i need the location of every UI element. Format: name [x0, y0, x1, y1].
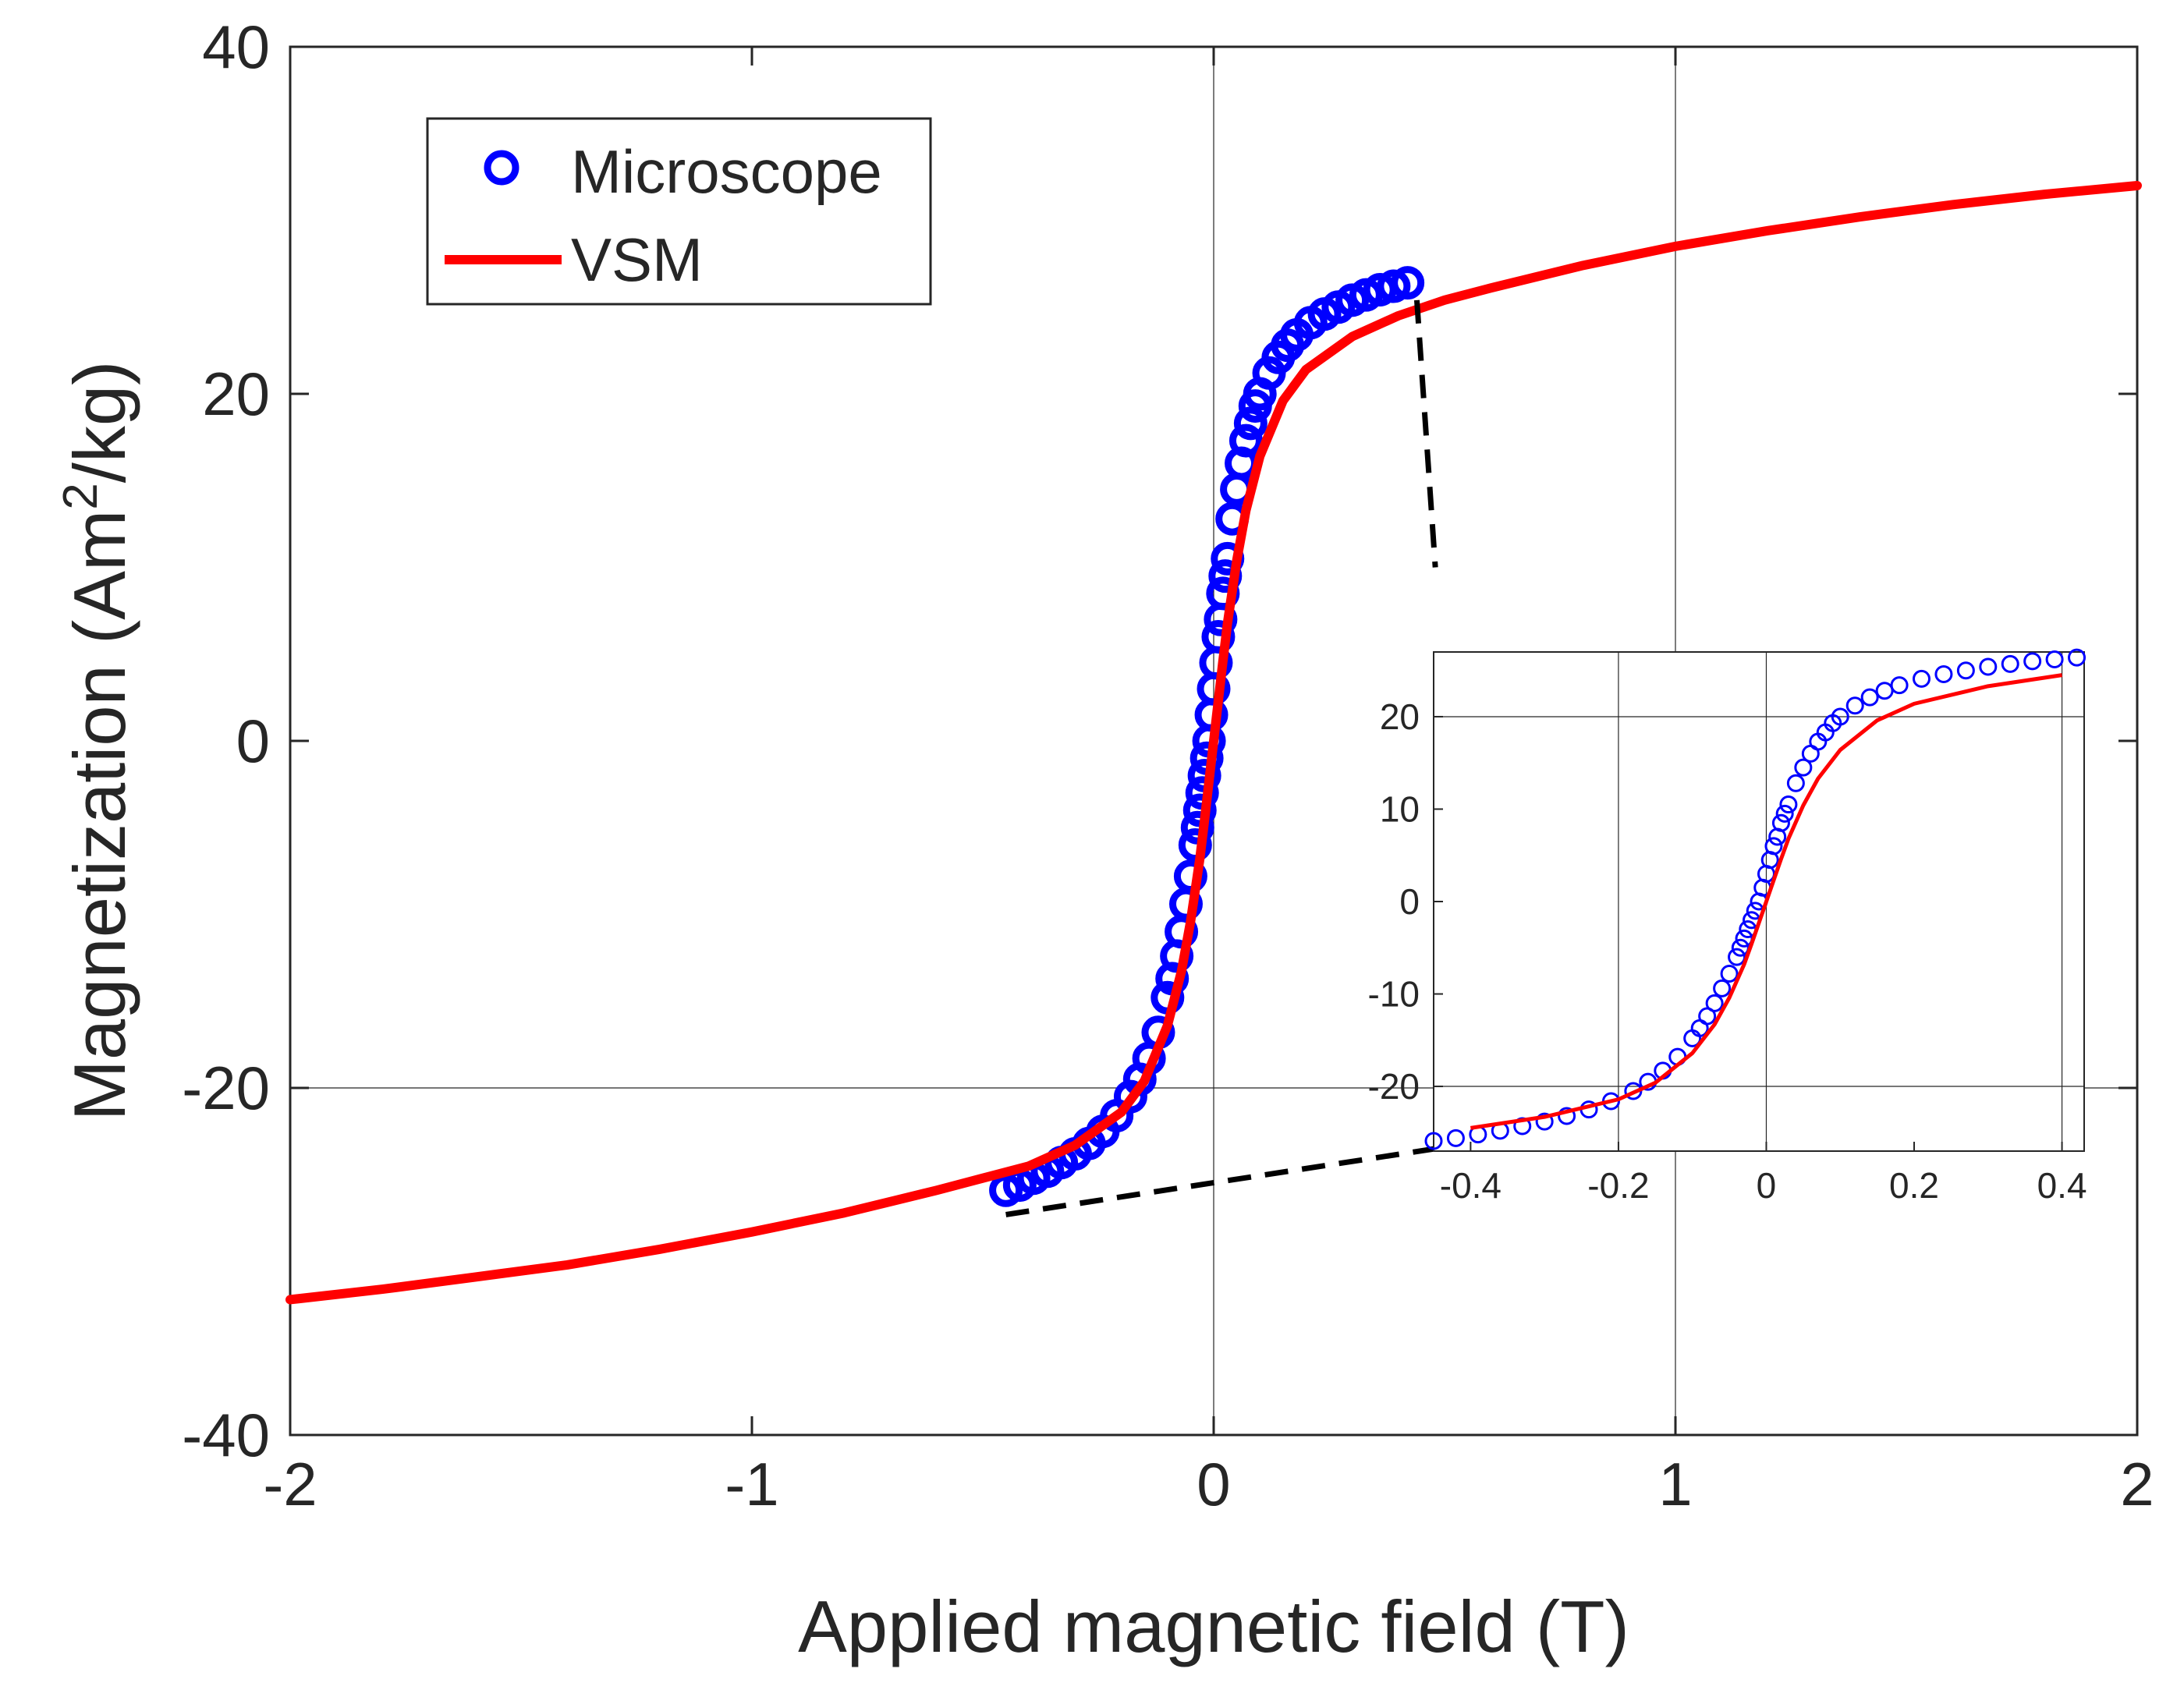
microscope-point — [1391, 266, 1425, 300]
inset-microscope-point — [1890, 676, 1909, 695]
legend-box — [426, 117, 932, 306]
inset-microscope-point — [1794, 758, 1813, 777]
zoom-connectors — [1005, 299, 1438, 1217]
microscope-point — [1377, 269, 1411, 303]
inset-microscope-point — [1713, 979, 1732, 997]
zoom-connector-0 — [1413, 299, 1438, 568]
inset-microscope-point — [1558, 1107, 1576, 1125]
main-plot-area — [285, 181, 2142, 1305]
inset-microscope-point — [1424, 1132, 1443, 1150]
inset-microscope-point — [1764, 837, 1783, 856]
microscope-point — [1228, 423, 1263, 458]
y-axis-label-main: Magnetization (Am — [58, 510, 140, 1121]
inset-microscope-point — [1979, 657, 1998, 676]
inset-microscope-point — [1845, 696, 1864, 715]
inset-vsm-line — [1470, 673, 2062, 1130]
inset-plot-area — [1424, 648, 2086, 1150]
inset-microscope-point — [1775, 804, 1794, 823]
x-tick-label-4: 2 — [2120, 1450, 2154, 1518]
x-tick-label-0: -2 — [263, 1450, 317, 1518]
inset-y-tick-label-4: 20 — [1380, 696, 1420, 737]
y-tick-label-3: 20 — [202, 360, 270, 428]
inset-microscope-point — [1786, 774, 1805, 792]
inset-ticks — [1434, 715, 2063, 1151]
y-axis-label: Magnetization (Am2/kg) — [54, 361, 140, 1121]
inset-microscope-point — [1956, 661, 1975, 680]
legend-microscope-marker — [484, 150, 519, 186]
inset-microscope-point — [2068, 648, 2086, 667]
legend: Microscope VSM — [426, 117, 932, 306]
vsm-line — [285, 181, 2142, 1305]
x-tick-label-2: 0 — [1197, 1450, 1230, 1518]
inset-microscope-point — [1698, 1007, 1717, 1026]
inset-axes: -0.4 -0.2 0 0.2 0.4 -20 -10 0 10 20 — [1368, 648, 2087, 1206]
inset-microscope-point — [1913, 669, 1930, 688]
inset-microscope-point — [1860, 688, 1879, 707]
inset-microscope-point — [1535, 1112, 1554, 1131]
y-tick-label-2: 0 — [236, 707, 270, 775]
microscope-point — [1201, 620, 1236, 654]
inset-microscope-point — [1779, 795, 1798, 814]
inset-microscope-point — [2001, 654, 2019, 673]
y-axis-label-superscript: 2 — [54, 483, 108, 509]
inset-x-tick-label-3: 0.2 — [1889, 1165, 1939, 1206]
y-tick-label-0: -40 — [182, 1401, 270, 1469]
inset-tick-labels: -0.4 -0.2 0 0.2 0.4 -20 -10 0 10 20 — [1368, 696, 2087, 1206]
inset-y-tick-label-3: 10 — [1380, 788, 1420, 829]
inset-microscope-point — [2045, 650, 2064, 668]
inset-x-tick-label-4: 0.4 — [2037, 1165, 2087, 1206]
x-tick-label-1: -1 — [725, 1450, 778, 1518]
inset-microscope-point — [1705, 994, 1724, 1012]
inset-y-tick-label-1: -10 — [1368, 974, 1420, 1015]
legend-vsm-label: VSM — [571, 225, 703, 294]
inset-y-tick-label-0: -20 — [1368, 1066, 1420, 1107]
inset-x-tick-label-1: -0.2 — [1587, 1165, 1649, 1206]
main-ticks — [289, 45, 2139, 1437]
inset-x-tick-label-0: -0.4 — [1440, 1165, 1502, 1206]
inset-microscope-point — [1934, 664, 1953, 683]
y-tick-label-1: -20 — [182, 1054, 270, 1122]
inset-microscope-point — [1446, 1128, 1465, 1147]
inset-background — [1434, 652, 2084, 1151]
inset-microscope-point — [1720, 964, 1739, 983]
x-tick-label-3: 1 — [1658, 1450, 1692, 1518]
inset-microscope-point — [1771, 813, 1790, 832]
y-tick-label-4: 40 — [202, 12, 270, 81]
inset-x-tick-label-2: 0 — [1757, 1165, 1777, 1206]
legend-microscope-label: Microscope — [571, 137, 882, 206]
inset-microscope-point — [2023, 652, 2042, 671]
x-axis-label: Applied magnetic field (T) — [798, 1585, 1629, 1667]
inset-microscope-point — [1831, 707, 1849, 726]
inset-y-tick-label-2: 0 — [1399, 881, 1420, 922]
y-axis-label-end: /kg) — [58, 361, 140, 484]
microscope-point — [1233, 406, 1268, 441]
inset-microscope-point — [1728, 948, 1746, 966]
